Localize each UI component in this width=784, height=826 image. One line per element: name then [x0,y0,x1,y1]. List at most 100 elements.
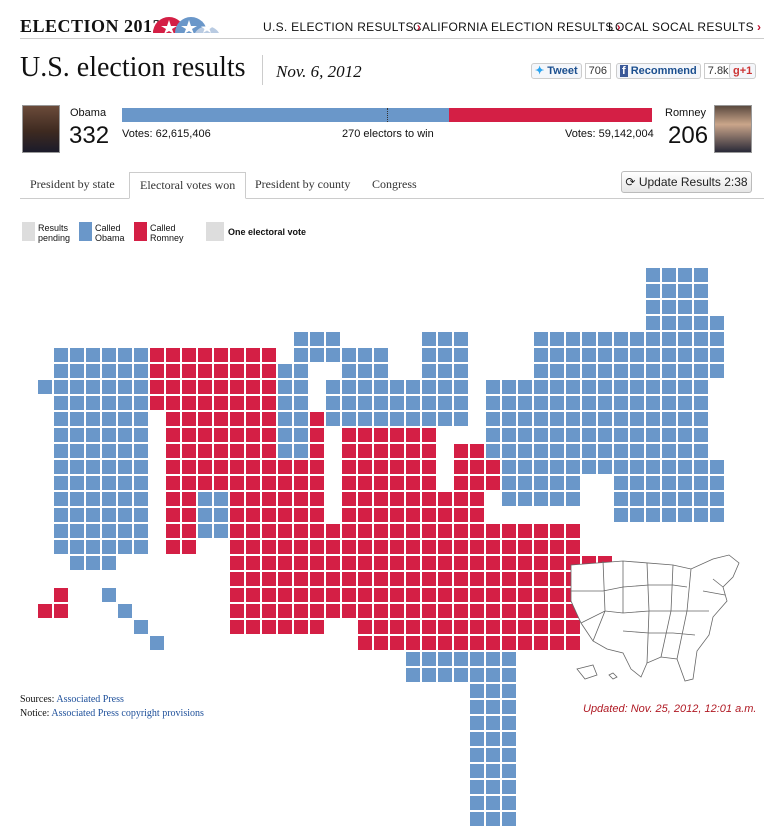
electoral-vote-cell [470,764,484,778]
electoral-vote-cell [310,348,324,362]
electoral-vote-cell [502,556,516,570]
electoral-vote-cell [422,412,436,426]
electoral-vote-cell [374,524,388,538]
electoral-vote-cell [454,524,468,538]
electoral-vote-cell [694,332,708,346]
electoral-vote-cell [438,364,452,378]
electoral-vote-cell [374,444,388,458]
electoral-vote-cell [390,380,404,394]
electoral-vote-cell [326,396,340,410]
electoral-vote-cell [278,492,292,506]
electoral-vote-cell [678,364,692,378]
electoral-vote-cell [182,412,196,426]
electoral-vote-cell [294,556,308,570]
electoral-vote-cell [486,476,500,490]
electoral-vote-cell [694,492,708,506]
tweet-widget[interactable]: ✦ Tweet 706 [531,63,611,79]
obama-name: Obama [70,107,107,119]
electoral-vote-cell [86,556,100,570]
electoral-vote-cell [134,380,148,394]
electoral-vote-cell [150,396,164,410]
electoral-vote-cell [438,668,452,682]
electoral-vote-cell [534,524,548,538]
electoral-vote-cell [54,524,68,538]
electoral-vote-cell [134,508,148,522]
electoral-vote-cell [326,332,340,346]
electoral-vote-cell [438,380,452,394]
update-results-button[interactable]: ⟳ Update Results 2:38 [621,171,752,193]
electoral-vote-cell [486,524,500,538]
electoral-vote-cell [214,476,228,490]
electoral-vote-cell [470,444,484,458]
electoral-vote-cell [86,412,100,426]
electoral-vote-cell [438,396,452,410]
electoral-vote-cell [278,444,292,458]
electoral-vote-cell [550,572,564,586]
electoral-vote-cell [534,380,548,394]
electoral-vote-cell [246,620,260,634]
electoral-vote-cell [294,572,308,586]
electoral-vote-cell [374,428,388,442]
electoral-vote-cell [438,652,452,666]
electoral-vote-cell [278,412,292,426]
electoral-vote-cell [102,444,116,458]
electoral-vote-cell [694,412,708,426]
electoral-vote-cell [294,364,308,378]
electoral-vote-cell [246,444,260,458]
electoral-vote-cell [358,540,372,554]
electoral-vote-cell [390,524,404,538]
gplus-widget[interactable]: g+1 [729,63,757,79]
electoral-vote-cell [310,492,324,506]
electoral-vote-cell [54,604,68,618]
electoral-vote-cell [502,444,516,458]
electoral-vote-cell [262,460,276,474]
electoral-vote-cell [582,364,596,378]
tab-electoral-votes-won[interactable]: Electoral votes won [129,172,247,199]
results-tabs: President by state Electoral votes won P… [20,172,764,199]
electoral-vote-cell [502,780,516,794]
tab-congress[interactable]: Congress [372,177,417,191]
electoral-vote-cell [710,332,724,346]
notice-link[interactable]: Associated Press copyright provisions [51,708,204,719]
electoral-vote-cell [294,540,308,554]
tab-president-by-state[interactable]: President by state [30,177,115,191]
electoral-vote-cell [614,508,628,522]
electoral-vote-cell [214,412,228,426]
nav-local-socal-results[interactable]: LOCAL SOCAL RESULTS › [608,20,761,34]
chevron-right-icon: › [756,20,762,34]
electoral-vote-cell [86,460,100,474]
electoral-vote-cell [70,524,84,538]
electoral-vote-cell [566,492,580,506]
facebook-recommend-widget[interactable]: f Recommend 7.8k [616,63,733,79]
electoral-vote-cell [246,492,260,506]
electoral-vote-cell [470,748,484,762]
electoral-vote-cell [630,348,644,362]
electoral-vote-cell [598,444,612,458]
notice-label: Notice: [20,708,50,719]
electoral-vote-cell [406,540,420,554]
sources-link[interactable]: Associated Press [56,694,124,705]
electoral-vote-cell [358,476,372,490]
electoral-vote-cell [246,364,260,378]
legend-one-vote-swatch [206,222,224,241]
tab-president-by-county[interactable]: President by county [255,177,351,191]
electoral-vote-cell [486,652,500,666]
electoral-vote-cell [262,524,276,538]
electoral-vote-cell [102,540,116,554]
electoral-vote-cell [710,492,724,506]
nav-us-election-results[interactable]: U.S. ELECTION RESULTS › [263,20,421,34]
gplus-button[interactable]: g+1 [729,63,757,79]
nav-california-election-results[interactable]: CALIFORNIA ELECTION RESULTS › [413,20,621,34]
tweet-button[interactable]: ✦ Tweet [531,63,582,79]
electoral-vote-cell [470,636,484,650]
electoral-vote-cell [678,508,692,522]
electoral-vote-cell [502,540,516,554]
electoral-vote-cell [134,396,148,410]
electoral-vote-cell [534,364,548,378]
electoral-vote-cell [534,556,548,570]
electoral-vote-cell [486,812,500,826]
electoral-vote-bar [122,108,652,122]
electoral-vote-cell [678,316,692,330]
recommend-button[interactable]: f Recommend [616,63,701,79]
electoral-vote-cell [54,492,68,506]
